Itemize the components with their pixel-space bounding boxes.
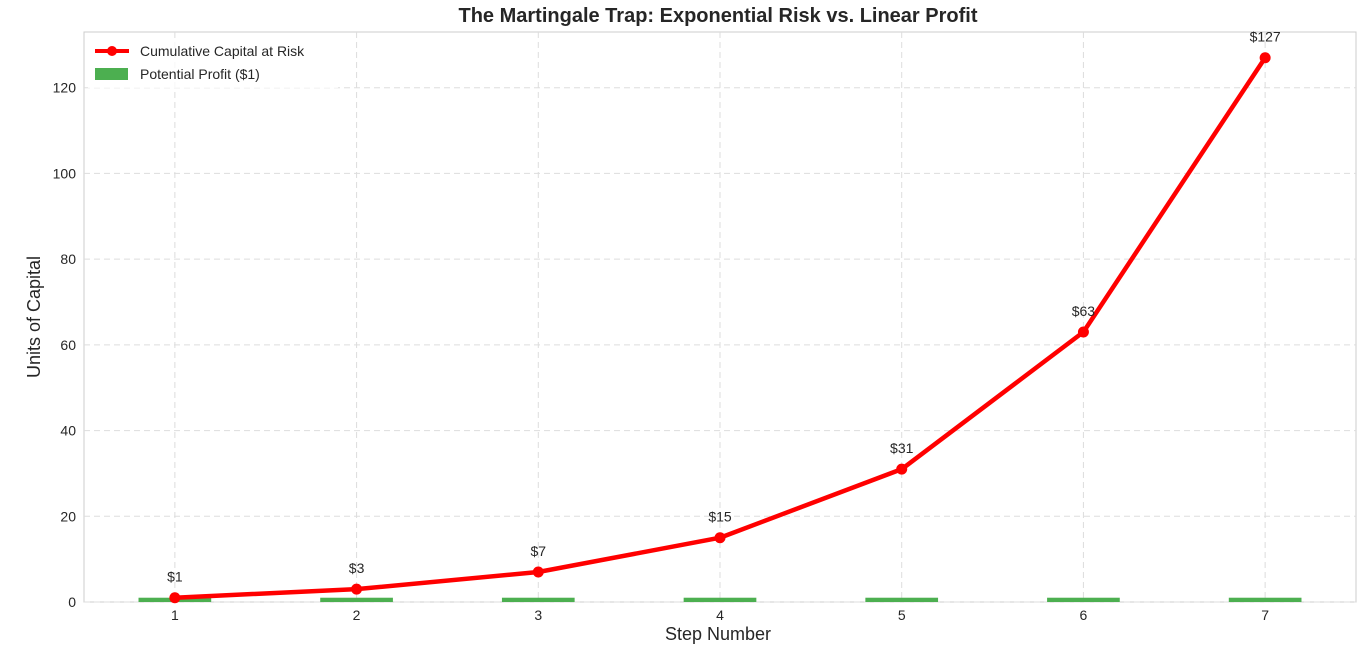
capital-line-layer <box>169 52 1271 604</box>
data-label-3: $7 <box>530 543 546 559</box>
x-tick-5: 5 <box>898 607 906 623</box>
data-label-4: $15 <box>708 509 732 525</box>
data-label-6: $63 <box>1072 303 1096 319</box>
profit-bar-2 <box>320 597 393 602</box>
legend-entry-capital: Cumulative Capital at Risk <box>140 43 305 59</box>
y-tick-80: 80 <box>60 251 76 267</box>
legend-entry-profit: Potential Profit ($1) <box>140 66 260 82</box>
profit-bar-5 <box>865 597 939 602</box>
x-tick-4: 4 <box>716 607 724 623</box>
y-tick-labels: 0 20 40 60 80 100 120 <box>53 80 77 610</box>
y-tick-0: 0 <box>68 594 76 610</box>
data-label-1: $1 <box>167 569 183 585</box>
legend-box <box>88 38 338 88</box>
x-axis-label: Step Number <box>665 624 771 644</box>
capital-point-1 <box>169 592 181 604</box>
y-tick-40: 40 <box>60 423 76 439</box>
x-tick-2: 2 <box>353 607 361 623</box>
x-tick-1: 1 <box>171 607 179 623</box>
y-tick-60: 60 <box>60 337 76 353</box>
capital-point-3 <box>532 566 544 578</box>
x-tick-labels: 1 2 3 4 5 6 7 <box>171 607 1269 623</box>
capital-point-2 <box>351 583 363 595</box>
profit-bar-6 <box>1047 597 1120 602</box>
capital-point-5 <box>896 463 908 475</box>
grid-lines <box>84 32 1356 603</box>
legend-line-marker <box>107 46 117 56</box>
profit-bar-4 <box>683 597 757 602</box>
legend: Cumulative Capital at Risk Potential Pro… <box>88 38 338 88</box>
capital-point-7 <box>1259 52 1271 64</box>
x-tick-7: 7 <box>1261 607 1269 623</box>
data-label-5: $31 <box>890 440 914 456</box>
data-labels: $1 $3 $7 $15 $31 $63 $127 <box>167 29 1281 585</box>
data-label-7: $127 <box>1250 29 1281 45</box>
profit-bar-3 <box>501 597 575 602</box>
chart-title: The Martingale Trap: Exponential Risk vs… <box>458 5 977 27</box>
x-tick-6: 6 <box>1080 607 1088 623</box>
y-tick-100: 100 <box>53 165 77 181</box>
x-tick-3: 3 <box>534 607 542 623</box>
capital-point-4 <box>714 532 726 544</box>
data-label-2: $3 <box>349 560 365 576</box>
legend-bar-swatch <box>95 68 128 80</box>
y-tick-120: 120 <box>53 80 77 96</box>
profit-bar-7 <box>1228 597 1302 602</box>
capital-point-6 <box>1077 326 1089 338</box>
y-tick-20: 20 <box>60 508 76 524</box>
y-axis-label: Units of Capital <box>24 256 44 378</box>
